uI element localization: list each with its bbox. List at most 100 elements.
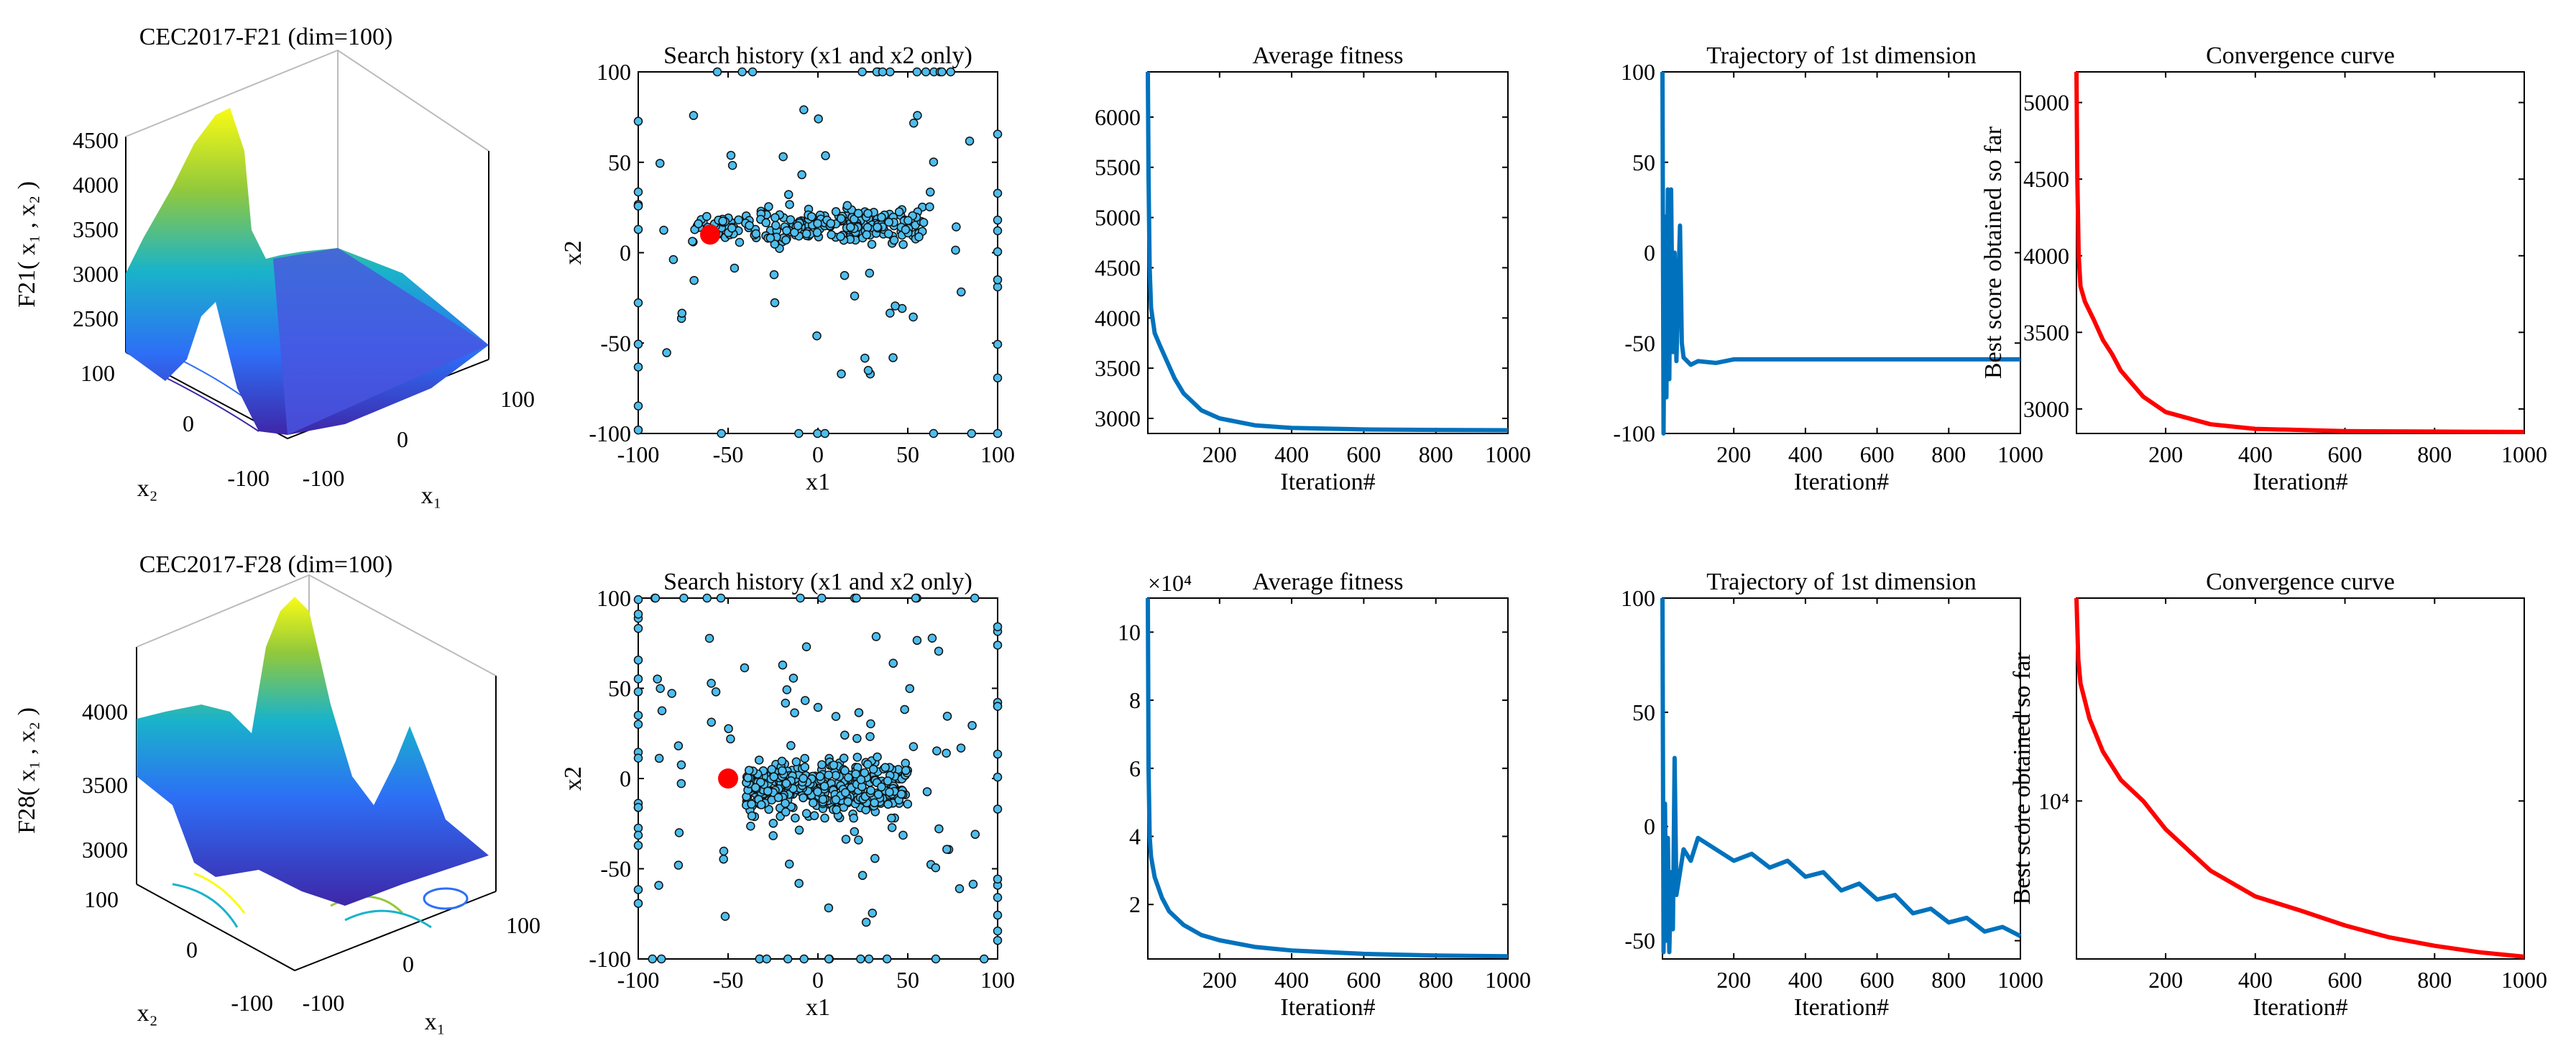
y-tick-label: -100 bbox=[589, 421, 631, 446]
search-point bbox=[674, 828, 684, 837]
search-point bbox=[633, 655, 643, 665]
x1-tick: -100 bbox=[303, 990, 345, 1016]
search-point bbox=[662, 348, 671, 357]
search-point bbox=[860, 353, 870, 363]
y-tick-label: 100 bbox=[1621, 585, 1655, 611]
search-point bbox=[993, 874, 1003, 884]
search-point bbox=[720, 912, 730, 922]
search-point bbox=[852, 593, 861, 603]
x-tick-label: 400 bbox=[1788, 967, 1823, 993]
search-point bbox=[794, 878, 804, 889]
search-point bbox=[840, 270, 850, 280]
search-point bbox=[867, 239, 877, 249]
search-point bbox=[967, 720, 977, 730]
x2-tick: 0 bbox=[183, 410, 194, 436]
x-axis-label: Iteration# bbox=[1794, 469, 1889, 495]
search-point bbox=[659, 226, 668, 235]
search-point bbox=[852, 753, 862, 762]
search-point bbox=[957, 287, 966, 297]
search-point bbox=[702, 211, 712, 221]
plot-frame bbox=[2076, 71, 2525, 434]
search-point bbox=[796, 593, 805, 603]
search-point bbox=[781, 698, 791, 708]
search-point bbox=[860, 768, 870, 778]
search-point bbox=[633, 425, 643, 435]
search-point bbox=[751, 229, 761, 239]
search-point bbox=[912, 635, 922, 646]
y-tick-label: 3500 bbox=[2023, 319, 2069, 345]
search-point bbox=[837, 369, 846, 379]
search-point bbox=[850, 291, 860, 300]
x-tick-label: 1000 bbox=[2501, 441, 2547, 467]
search-point bbox=[873, 752, 882, 762]
search-point bbox=[908, 742, 919, 751]
search-point bbox=[956, 743, 966, 753]
search-point bbox=[781, 779, 791, 789]
search-point bbox=[782, 226, 791, 236]
search-point bbox=[870, 798, 879, 808]
search-point bbox=[656, 684, 665, 693]
search-point bbox=[794, 428, 804, 439]
search-point bbox=[901, 225, 911, 234]
y-tick-label: 100 bbox=[1621, 59, 1655, 85]
search-point bbox=[724, 724, 733, 733]
search-point bbox=[883, 229, 893, 239]
x2-tick: 100 bbox=[84, 886, 119, 912]
search-point bbox=[854, 208, 863, 218]
plot-title: Average fitness bbox=[1253, 569, 1404, 595]
search-point bbox=[633, 610, 643, 619]
search-point bbox=[814, 114, 823, 124]
z-label: F28( x₁ , x₂ ) bbox=[14, 707, 40, 834]
search-point bbox=[862, 759, 873, 769]
search-point bbox=[934, 646, 944, 656]
x-tick-label: 800 bbox=[1419, 441, 1453, 467]
search-point bbox=[735, 237, 745, 247]
y-tick-label: 50 bbox=[608, 150, 631, 175]
x-tick-label: 400 bbox=[2238, 967, 2273, 993]
search-point bbox=[673, 860, 684, 870]
search-point bbox=[770, 298, 780, 308]
search-point bbox=[993, 247, 1003, 257]
search-point bbox=[926, 187, 935, 197]
y-tick-label: 0 bbox=[1644, 240, 1655, 266]
search-point bbox=[993, 926, 1003, 936]
search-point bbox=[934, 824, 944, 834]
search-point bbox=[908, 312, 918, 322]
search-point bbox=[704, 633, 714, 643]
search-point bbox=[993, 893, 1003, 902]
search-point bbox=[993, 129, 1003, 139]
search-point bbox=[849, 813, 858, 823]
search-point bbox=[856, 954, 865, 964]
search-point bbox=[769, 270, 779, 280]
search-point bbox=[768, 819, 778, 828]
x-tick-label: 1000 bbox=[1997, 441, 2043, 467]
search-point bbox=[633, 339, 643, 349]
y-tick-label: 0 bbox=[620, 766, 631, 791]
search-point bbox=[836, 214, 846, 224]
search-point bbox=[746, 821, 755, 831]
x-tick-label: 100 bbox=[980, 441, 1015, 467]
y-axis-exponent: ×10⁴ bbox=[1148, 570, 1192, 596]
x-tick-label: 600 bbox=[2328, 967, 2363, 993]
search-point bbox=[633, 401, 643, 411]
search-point bbox=[815, 771, 825, 781]
search-point bbox=[633, 674, 643, 684]
search-point bbox=[726, 150, 736, 160]
search-point bbox=[719, 846, 729, 856]
x1-label: x₁ bbox=[425, 1009, 446, 1035]
search-point bbox=[868, 908, 878, 918]
search-point bbox=[791, 757, 801, 767]
search-point bbox=[654, 881, 663, 890]
search-point bbox=[993, 275, 1003, 285]
search-point bbox=[898, 830, 908, 840]
y-tick-label: 5000 bbox=[2023, 90, 2069, 116]
search-point bbox=[633, 885, 643, 894]
y-tick-label: 6000 bbox=[1095, 104, 1141, 130]
search-point bbox=[878, 67, 888, 77]
search-point bbox=[799, 954, 809, 964]
search-point bbox=[932, 746, 942, 756]
search-point bbox=[784, 859, 794, 869]
search-point bbox=[877, 782, 886, 791]
search-point bbox=[711, 687, 721, 697]
search-point bbox=[786, 215, 796, 224]
